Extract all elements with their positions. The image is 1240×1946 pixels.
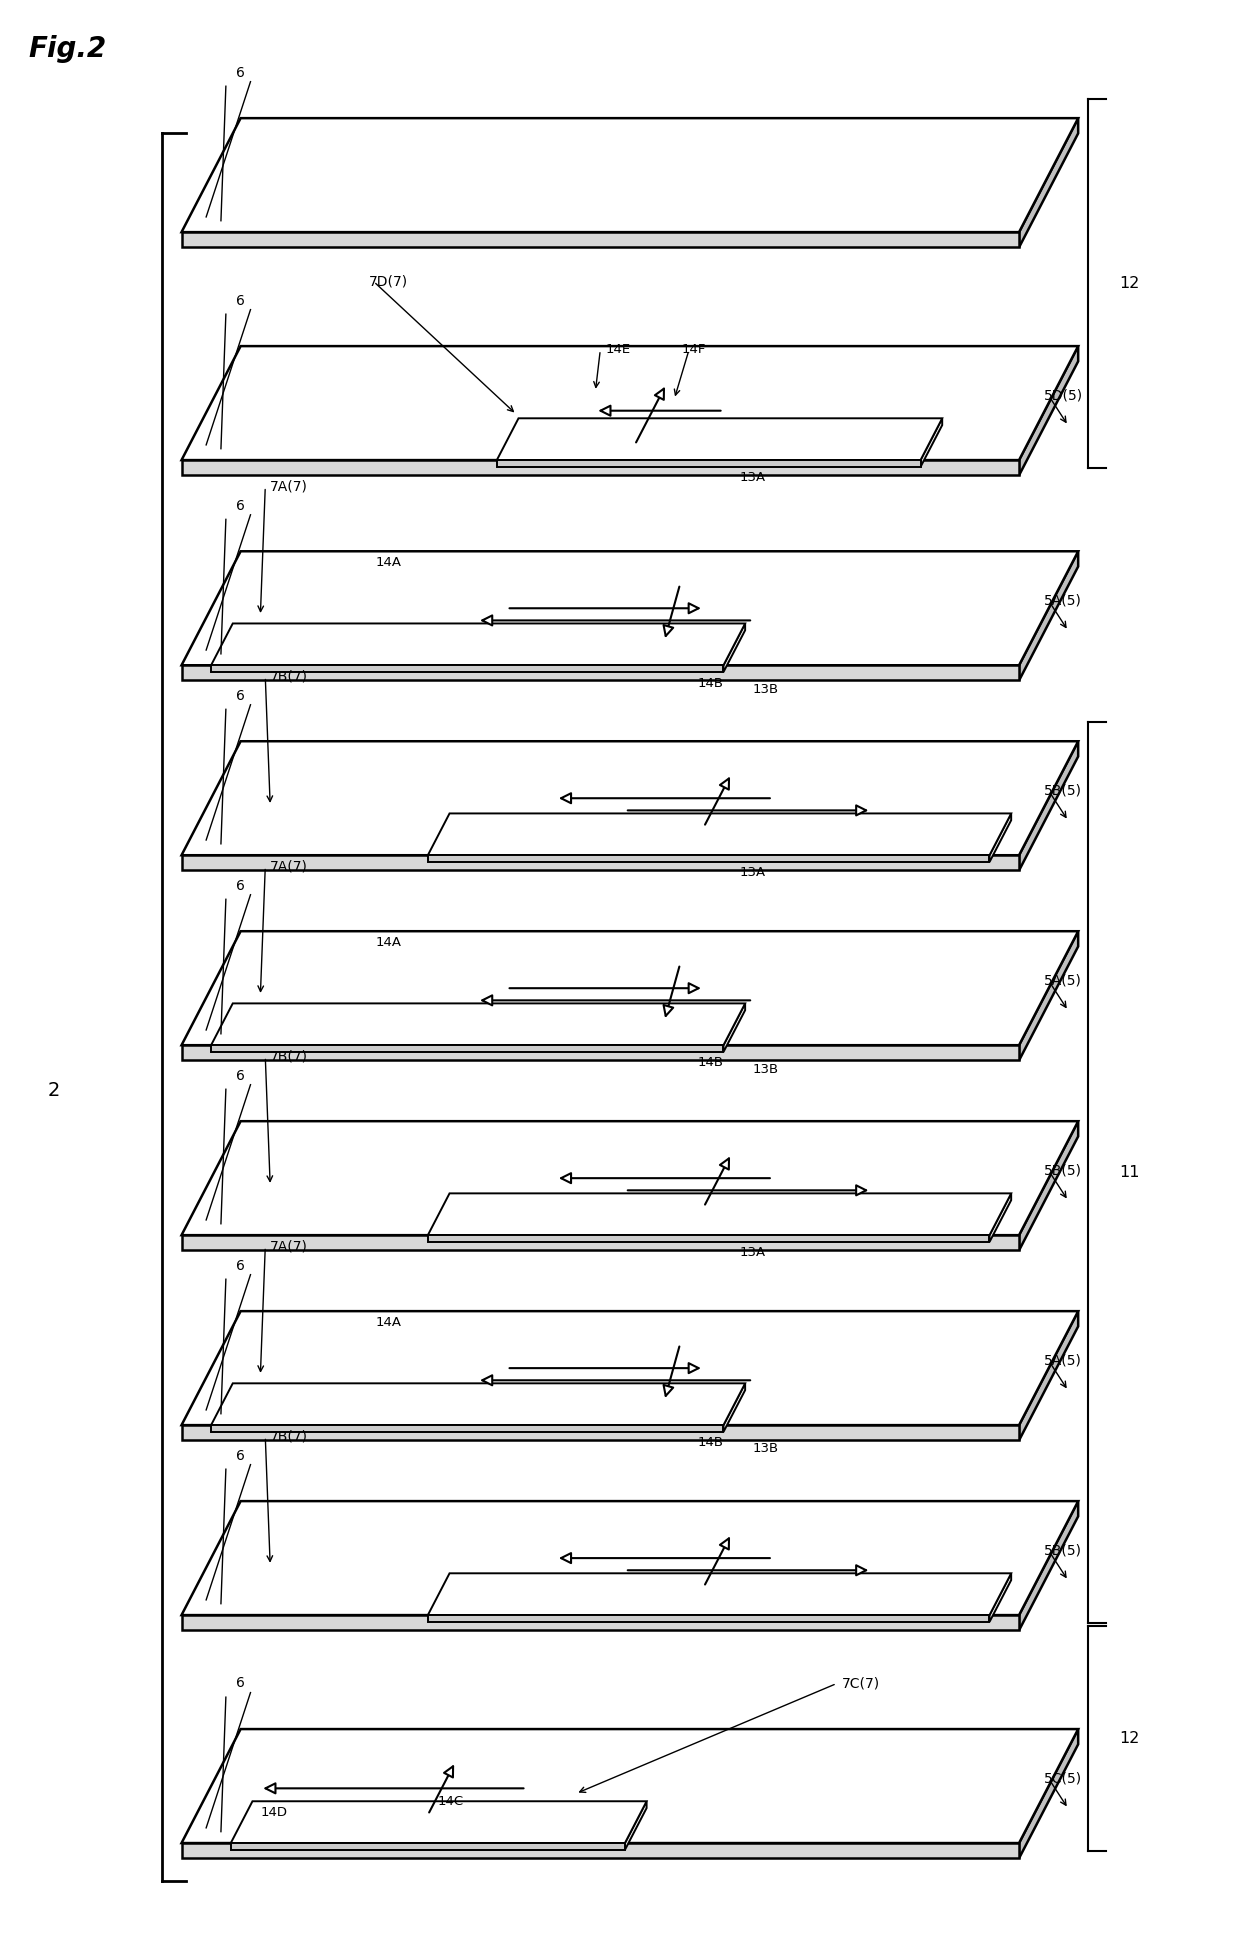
Text: 13B: 13B bbox=[753, 1442, 779, 1456]
Polygon shape bbox=[920, 418, 942, 467]
Polygon shape bbox=[428, 813, 1011, 854]
Polygon shape bbox=[497, 418, 942, 459]
Text: 6: 6 bbox=[236, 1068, 246, 1082]
Text: 7B(7): 7B(7) bbox=[270, 669, 309, 683]
Polygon shape bbox=[1019, 346, 1078, 475]
Polygon shape bbox=[181, 1843, 1019, 1858]
Text: 5A(5): 5A(5) bbox=[1044, 594, 1081, 607]
Polygon shape bbox=[211, 623, 745, 666]
Polygon shape bbox=[1019, 932, 1078, 1061]
Polygon shape bbox=[428, 1572, 1011, 1615]
Polygon shape bbox=[211, 1045, 723, 1053]
Text: 6: 6 bbox=[236, 498, 246, 512]
Polygon shape bbox=[723, 623, 745, 671]
Polygon shape bbox=[497, 459, 920, 467]
Polygon shape bbox=[990, 1193, 1011, 1242]
Polygon shape bbox=[181, 741, 1078, 854]
Text: 14A: 14A bbox=[376, 1315, 402, 1329]
Polygon shape bbox=[231, 1802, 646, 1843]
Text: 6: 6 bbox=[236, 66, 246, 80]
Polygon shape bbox=[211, 1004, 745, 1045]
Polygon shape bbox=[181, 1424, 1019, 1440]
Polygon shape bbox=[181, 1236, 1019, 1251]
Polygon shape bbox=[181, 1121, 1078, 1236]
Polygon shape bbox=[231, 1843, 625, 1851]
Text: 7B(7): 7B(7) bbox=[270, 1430, 309, 1444]
Text: 5B(5): 5B(5) bbox=[1044, 1543, 1081, 1557]
Polygon shape bbox=[428, 1236, 990, 1242]
Text: 14F: 14F bbox=[682, 342, 706, 356]
Polygon shape bbox=[181, 1615, 1019, 1631]
Text: 13A: 13A bbox=[740, 866, 766, 880]
Polygon shape bbox=[1019, 1312, 1078, 1440]
Text: 5A(5): 5A(5) bbox=[1044, 973, 1081, 989]
Polygon shape bbox=[990, 813, 1011, 862]
Text: 14C: 14C bbox=[438, 1794, 464, 1808]
Text: 7A(7): 7A(7) bbox=[270, 860, 308, 874]
Polygon shape bbox=[211, 1384, 745, 1424]
Text: 6: 6 bbox=[236, 1448, 246, 1463]
Text: 7B(7): 7B(7) bbox=[270, 1049, 309, 1064]
Polygon shape bbox=[181, 232, 1019, 247]
Polygon shape bbox=[1019, 741, 1078, 870]
Polygon shape bbox=[723, 1384, 745, 1432]
Polygon shape bbox=[428, 1615, 990, 1621]
Polygon shape bbox=[428, 1193, 1011, 1236]
Text: 13A: 13A bbox=[740, 1247, 766, 1259]
Text: 12: 12 bbox=[1120, 276, 1140, 290]
Text: 5A(5): 5A(5) bbox=[1044, 1354, 1081, 1368]
Polygon shape bbox=[1019, 1121, 1078, 1251]
Text: 7D(7): 7D(7) bbox=[368, 274, 408, 288]
Text: 5B(5): 5B(5) bbox=[1044, 784, 1081, 798]
Text: 2: 2 bbox=[47, 1082, 60, 1099]
Polygon shape bbox=[723, 1004, 745, 1053]
Text: 6: 6 bbox=[236, 1676, 246, 1691]
Text: 7A(7): 7A(7) bbox=[270, 1240, 308, 1253]
Polygon shape bbox=[1019, 1500, 1078, 1631]
Polygon shape bbox=[181, 666, 1019, 681]
Text: 6: 6 bbox=[236, 878, 246, 893]
Text: 5B(5): 5B(5) bbox=[1044, 1164, 1081, 1177]
Text: Fig.2: Fig.2 bbox=[29, 35, 107, 62]
Text: 7C(7): 7C(7) bbox=[842, 1676, 880, 1691]
Polygon shape bbox=[625, 1802, 646, 1851]
Text: 14D: 14D bbox=[260, 1806, 288, 1820]
Polygon shape bbox=[181, 1730, 1078, 1843]
Text: 13B: 13B bbox=[753, 683, 779, 695]
Polygon shape bbox=[1019, 1730, 1078, 1858]
Text: 11: 11 bbox=[1120, 1166, 1140, 1179]
Polygon shape bbox=[428, 854, 990, 862]
Polygon shape bbox=[181, 119, 1078, 232]
Polygon shape bbox=[990, 1572, 1011, 1621]
Text: 6: 6 bbox=[236, 689, 246, 703]
Text: 14B: 14B bbox=[697, 677, 723, 689]
Text: 14E: 14E bbox=[605, 342, 630, 356]
Polygon shape bbox=[1019, 119, 1078, 247]
Polygon shape bbox=[1019, 551, 1078, 681]
Text: 14A: 14A bbox=[376, 557, 402, 570]
Text: 13B: 13B bbox=[753, 1063, 779, 1076]
Polygon shape bbox=[181, 1312, 1078, 1424]
Text: 5D(5): 5D(5) bbox=[1044, 389, 1083, 403]
Text: 5C(5): 5C(5) bbox=[1044, 1771, 1081, 1786]
Text: 6: 6 bbox=[236, 294, 246, 307]
Polygon shape bbox=[181, 854, 1019, 870]
Polygon shape bbox=[181, 1045, 1019, 1061]
Text: 7A(7): 7A(7) bbox=[270, 479, 308, 494]
Polygon shape bbox=[211, 666, 723, 671]
Text: 12: 12 bbox=[1120, 1732, 1140, 1746]
Polygon shape bbox=[181, 1500, 1078, 1615]
Text: 14A: 14A bbox=[376, 936, 402, 950]
Text: 14B: 14B bbox=[697, 1436, 723, 1450]
Polygon shape bbox=[181, 459, 1019, 475]
Polygon shape bbox=[181, 932, 1078, 1045]
Polygon shape bbox=[181, 346, 1078, 459]
Polygon shape bbox=[181, 551, 1078, 666]
Text: 13A: 13A bbox=[740, 471, 766, 485]
Text: 14B: 14B bbox=[697, 1057, 723, 1070]
Polygon shape bbox=[211, 1424, 723, 1432]
Text: 6: 6 bbox=[236, 1259, 246, 1273]
